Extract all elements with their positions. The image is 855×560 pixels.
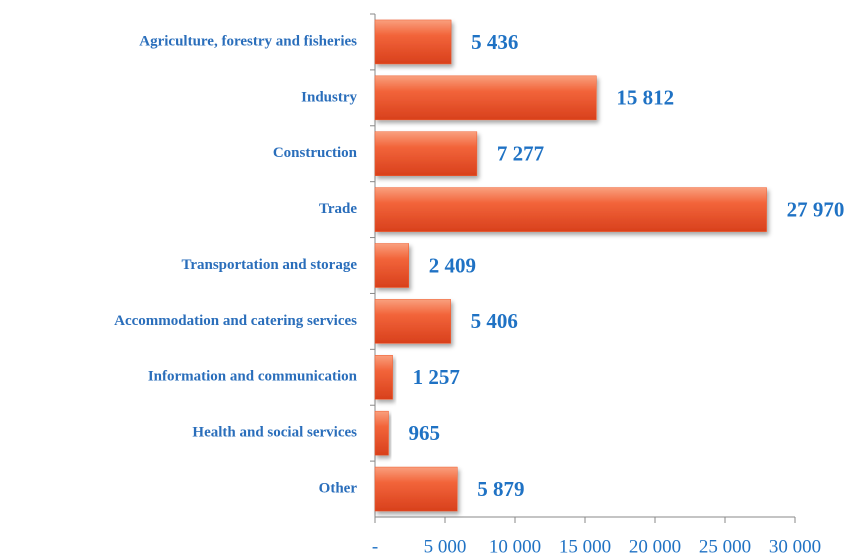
bar xyxy=(374,299,451,344)
category-label: Information and communication xyxy=(148,369,358,385)
value-label: 965 xyxy=(409,421,441,445)
category-label: Construction xyxy=(273,145,358,161)
x-tick-label: 15 000 xyxy=(559,536,611,557)
bar xyxy=(374,243,409,288)
x-tick-label: 5 000 xyxy=(424,536,467,557)
category-label: Accommodation and catering services xyxy=(114,313,357,329)
x-tick-label: 30 000 xyxy=(769,536,821,557)
category-label: Transportation and storage xyxy=(181,257,357,273)
category-label: Trade xyxy=(319,201,357,217)
bar xyxy=(374,131,478,176)
value-label: 2 409 xyxy=(429,253,476,277)
value-label: 1 257 xyxy=(413,365,460,389)
x-tick-label: 10 000 xyxy=(489,536,541,557)
bar xyxy=(374,355,393,400)
bar xyxy=(374,187,767,232)
category-label: Industry xyxy=(301,89,357,105)
value-label: 5 436 xyxy=(471,30,518,54)
value-label: 5 879 xyxy=(477,477,524,501)
bar xyxy=(374,410,389,456)
x-tick-label: 20 000 xyxy=(629,536,681,557)
value-label: 27 970 xyxy=(787,197,845,221)
bar xyxy=(374,19,452,65)
x-tick-label: - xyxy=(372,536,378,557)
value-label: 7 277 xyxy=(497,142,544,166)
category-label: Other xyxy=(319,480,358,496)
bar xyxy=(374,75,597,121)
category-label: Health and social services xyxy=(192,425,357,441)
value-label: 5 406 xyxy=(471,309,518,333)
x-tick-label: 25 000 xyxy=(699,536,751,557)
category-label: Agriculture, forestry and fisheries xyxy=(139,33,357,49)
bar xyxy=(374,466,458,512)
value-label: 15 812 xyxy=(616,86,674,110)
